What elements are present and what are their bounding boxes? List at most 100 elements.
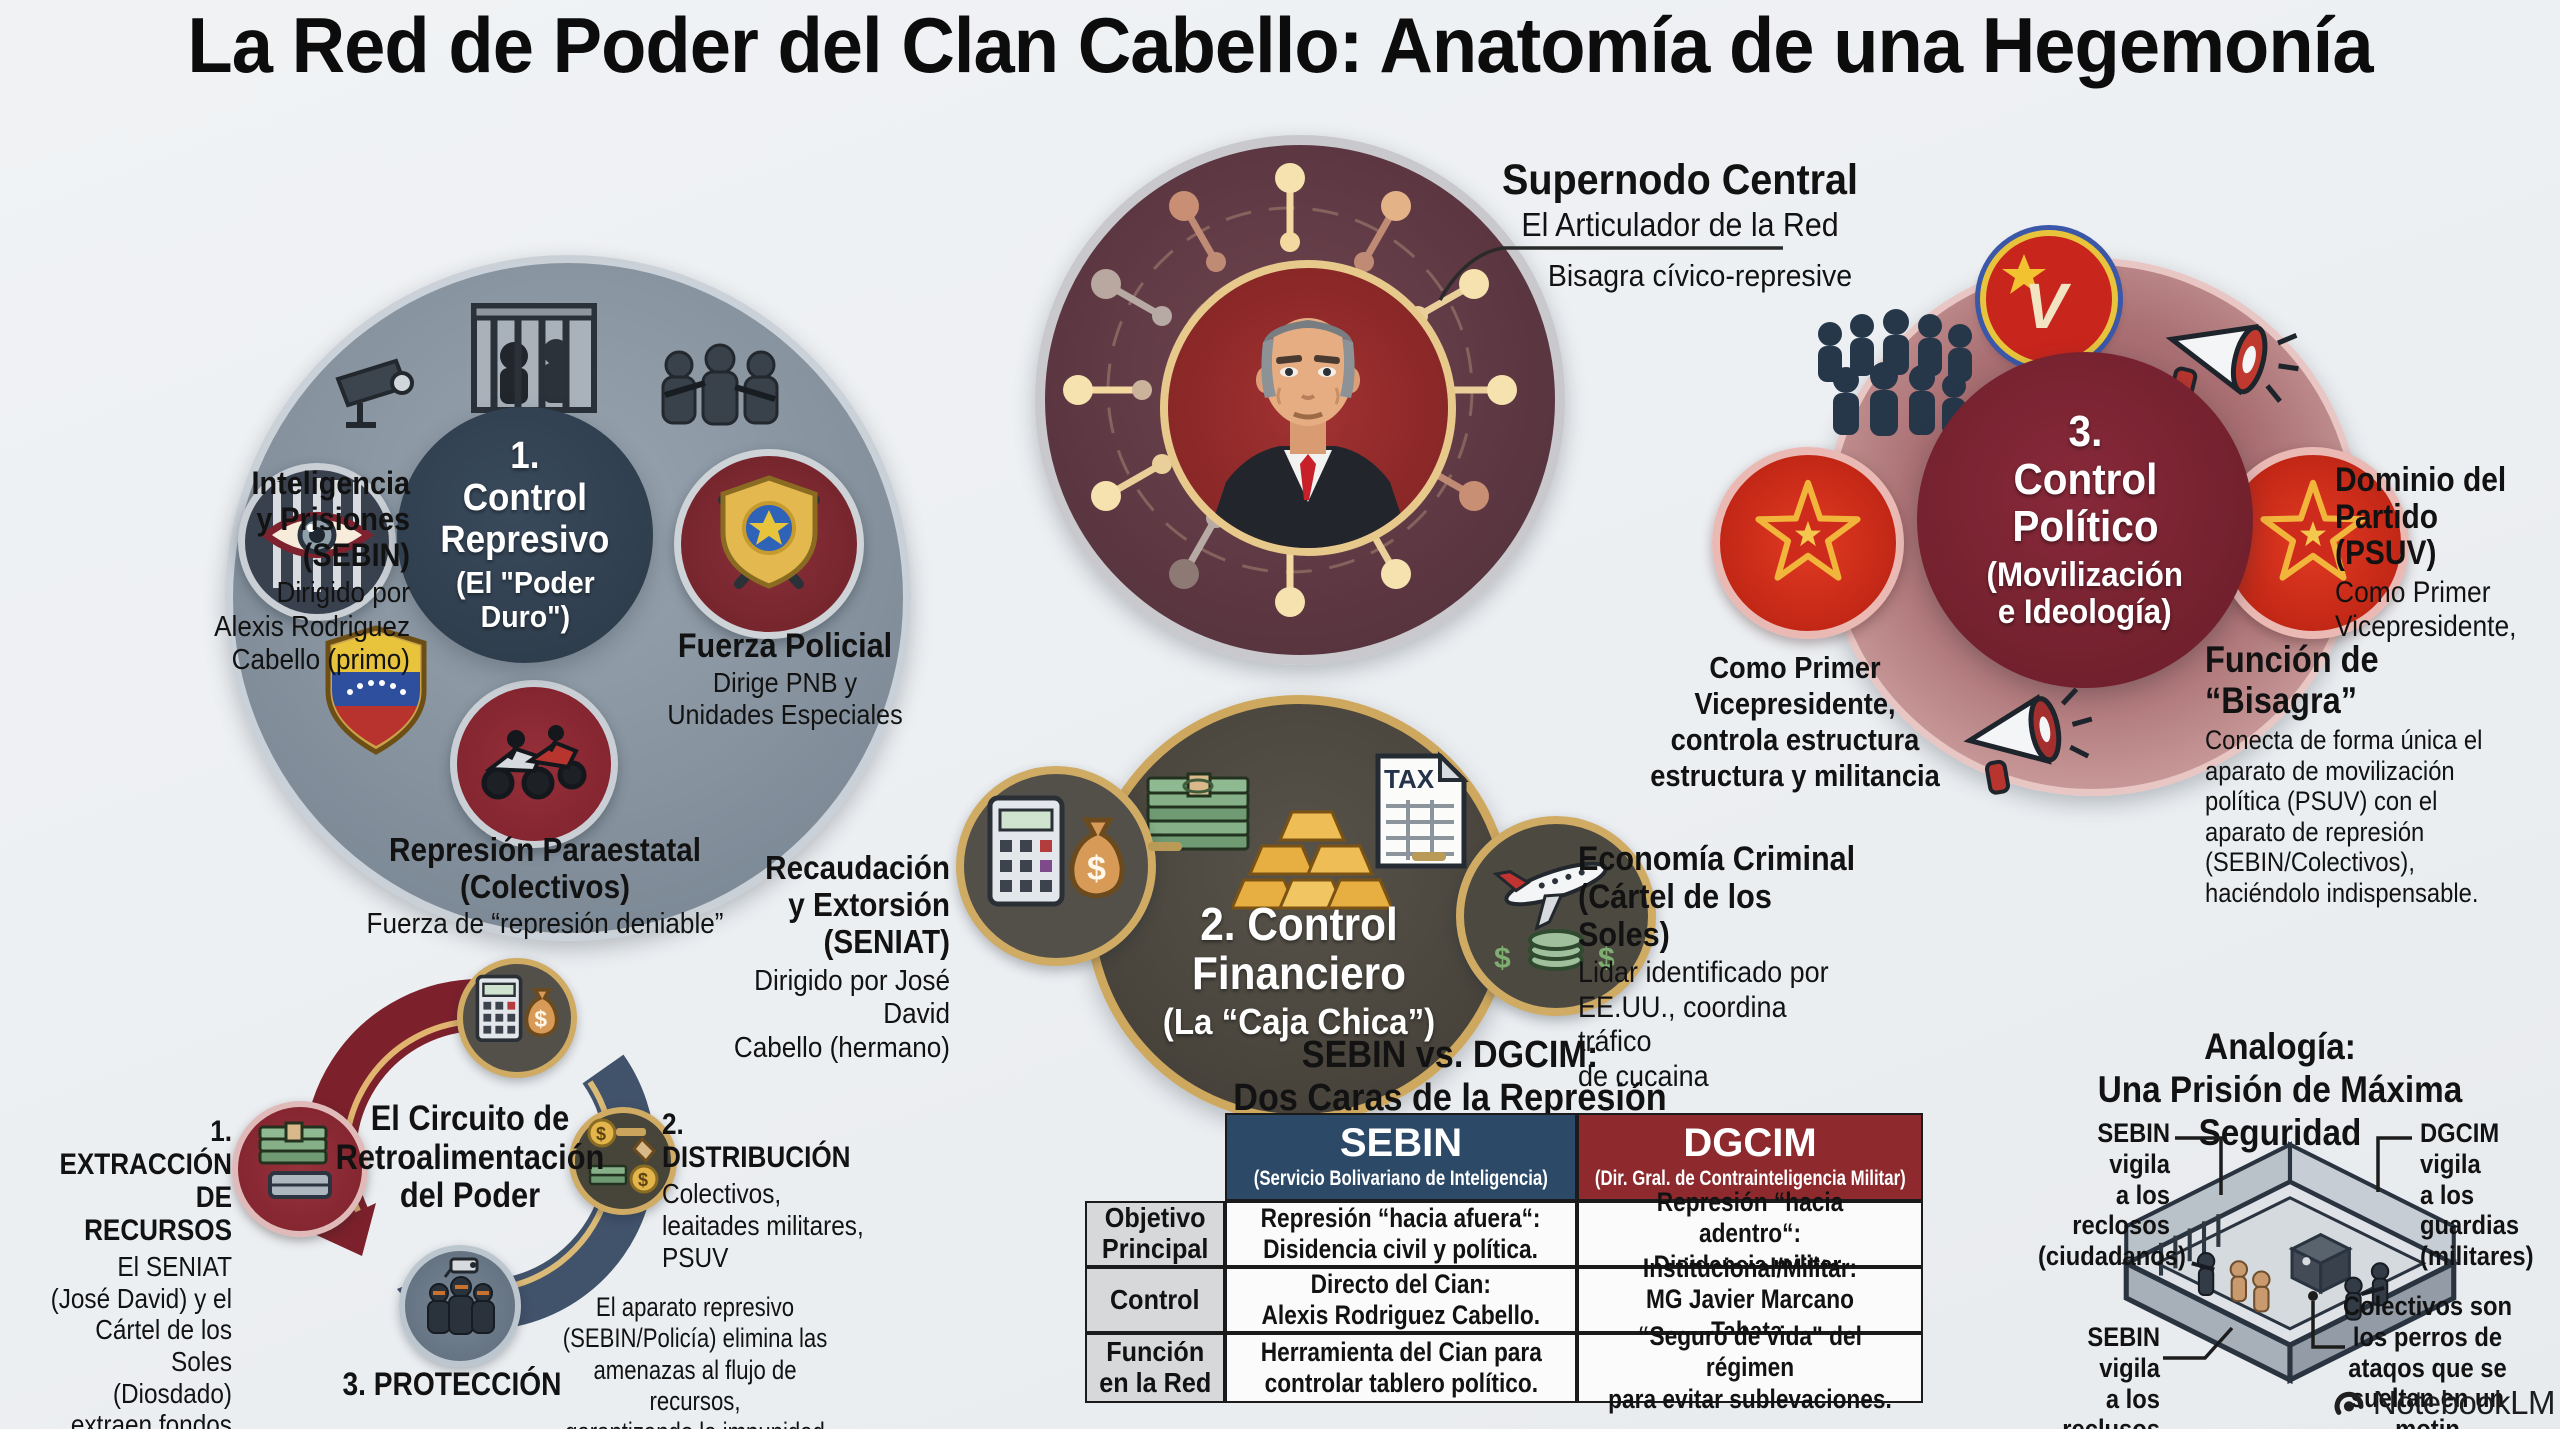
table-cell: Represión “hacia afuera“: Disidencia civ… [1225,1201,1577,1267]
row1-sebin-text: Represión “hacia afuera“: Disidencia civ… [1261,1202,1541,1264]
row1-dgcim-text: Represión “hacia adentro“: Disidencia mi… [1653,1187,1847,1280]
supernode-subtitle: El Articulador de la Red [1521,206,1839,243]
soldiers-group-icon [661,343,779,426]
cash-brick-icon [258,1121,332,1199]
analogy-label-bottom-right: Colectivos son los perros de ataqos que … [2342,1291,2512,1429]
analogy-leader-lines [2163,1136,2412,1360]
row1-label-text: Objetivo Principal [1101,1202,1209,1264]
financial-node-text: 2. Control Financiero (La “Caja Chica”) [1094,900,1504,1041]
supernode-leader-line [1438,246,1783,301]
red-star-icon [1755,479,1861,581]
dollar-glyph: $ [638,1170,648,1190]
plane-coins-icon: $ $ [1492,861,1615,975]
notebooklm-logo-icon [2334,1391,2364,1415]
psuv-label: Dominio del Partido (PSUV) Como Primer V… [2335,462,2537,643]
megaphone-bottom-icon [1963,687,2093,795]
row2-sebin-text: Directo del Cian: Alexis Rodriguez Cabel… [1261,1268,1541,1330]
prison-isometric-illustration [2120,1141,2460,1385]
repressive-node-subtitle: (El "Poder Duro") [455,564,595,634]
prison-bars [2158,1214,2221,1276]
seniat-label-text: Dirigido por José David Cabello (hermano… [733,964,950,1064]
coins-distribution-icon: $ $ [587,1118,659,1194]
dollar-glyph: $ [1494,942,1511,975]
seniat-label-bold: Recaudación y Extorsión (SENIAT) [765,849,950,960]
circuit-step2-label: 2. DISTRIBUCIÓN Colectivos, leaitades mi… [662,1108,888,1275]
megaphone-top-icon [2165,324,2299,406]
psuv-logo-icon: V [2002,254,2072,342]
venezuela-shield-icon [325,625,427,755]
intel-eye-node [238,463,396,621]
circuit-step1-bold: 1. EXTRACCIÓN DE RECURSOS [59,1115,232,1247]
circuit-step2-bold: 2. DISTRIBUCIÓN [662,1108,851,1174]
dollar-glyph: $ [1598,942,1615,975]
bisagra-label-bold: Función de “Bisagra” [2205,639,2379,721]
tax-label: TAX [1384,764,1435,794]
gold-bars-icon [1232,810,1392,910]
red-arrowhead [312,1203,376,1256]
cabello-portrait [1204,318,1412,548]
prisoner-figures [2229,1260,2271,1313]
political-below-label: Como Primer Vicepresidente, controla est… [1650,650,1940,793]
crime-label-text: Lidar identificado por EE.UU., coordina … [1578,956,1829,1093]
row3-sebin-text: Herramienta del Cian para controlar tabl… [1260,1336,1542,1398]
supernode-callout: Bisagra cívico-represive [1547,258,1853,293]
paraestatal-label-bold: Represión Paraestatal (Colectivos) [388,831,701,905]
table-cell: Institucional/Militar: MG Javier Marcano… [1577,1253,1923,1346]
financial-node-subtitle: (La “Caja Chica”) [1162,1000,1436,1042]
table-cell: Herramienta del Cian para controlar tabl… [1225,1333,1577,1403]
cartel-node: $ $ [1456,816,1656,1016]
cabello-portrait-medallion [1160,260,1456,556]
psuv-label-text: Como Primer Vicepresidente, [2335,576,2517,643]
seniat-label: Recaudación y Extorsión (SENIAT) Dirigid… [685,849,950,1065]
intel-label-text: Dirigido por Alexis Rodriguez Cabello (p… [214,577,410,676]
circuit-distribution-node: $ $ [569,1107,677,1215]
sebin-header-title: SEBIN [1339,1121,1463,1165]
camera-console [2288,1232,2353,1295]
table-row-label: Objetivo Principal [1085,1201,1225,1267]
table-header-dgcim: DGCIM (Dir. Gral. de Contrainteligencia … [1577,1113,1923,1201]
row2-dgcim-text: Institucional/Militar: MG Javier Marcano… [1642,1253,1858,1346]
circuit-step1-label: 1. EXTRACCIÓN DE RECURSOS El SENIAT (Jos… [49,1115,232,1429]
police-badge-icon [718,475,820,589]
table-row-label: Control [1085,1267,1225,1333]
circuit-extraction-node [232,1101,368,1237]
calculator-moneybag-icon: $ [987,795,1125,907]
intel-label-bold: Inteligencia y Prisiones (SEBIN) [251,465,410,573]
seniat-node: $ [956,766,1156,966]
row3-dgcim-text: “Seguro de vida" del régimen para evitar… [1608,1321,1892,1414]
repressive-node: 1. Control Represivo (El "Poder Duro") [397,407,653,663]
analogy-label-bottom-left: SEBIN vigila a los reclusos (ciudadanos) [2062,1322,2160,1429]
political-node-subtitle: (Movilización e Ideología) [1986,555,2184,632]
table-cell: Represión “hacia adentro“: Disidencia mi… [1577,1187,1923,1280]
police-label-bold: Fuerza Policial [677,627,893,665]
police-label: Fuerza Policial Dirige PNB y Unidades Es… [646,627,925,731]
psuv-logo-node: V [1980,230,2118,368]
paraestatal-label: Represión Paraestatal (Colectivos) Fuerz… [356,831,734,941]
protection-soldiers-icon [427,1257,495,1335]
bisagra-label-text: Conecta de forma única el aparato de mov… [2205,725,2483,908]
star-node-left [1712,447,1904,639]
gold-dash-left [1148,842,1182,851]
jail-bars-icon [471,303,597,413]
intel-label: Inteligencia y Prisiones (SEBIN) Dirigid… [77,465,410,677]
circuit-title: El Circuito de Retroalimentación del Pod… [335,1099,605,1215]
security-camera-icon [335,358,414,428]
dgcim-header-sub: (Dir. Gral. de Contrainteligencia Milita… [1594,1167,1906,1190]
police-badge-node [674,449,864,639]
circuit-step2-text: Colectivos, leaitades militares, PSUV [662,1178,864,1274]
circuit-protection-node [399,1245,521,1367]
circuit-step3-text: El aparato represivo (SEBIN/Policía) eli… [562,1292,828,1429]
police-label-text: Dirige PNB y Unidades Especiales [667,667,903,731]
analogy-label-top-right: DGCIM vigila a los guardias (militares) [2420,1118,2534,1272]
crime-label: Economía Criminal (Cártel de los Soles) … [1578,840,1866,1094]
sebin-header-sub: (Servicio Bolivariano de Inteligencia) [1253,1167,1549,1190]
table-header-sebin: SEBIN (Servicio Bolivariano de Inteligen… [1225,1113,1577,1201]
red-star-icon [2260,479,2366,581]
table-row-label: Función en la Red [1085,1333,1225,1403]
table-title: SEBIN vs. DGCIM: Dos Caras de la Represi… [1233,1034,1667,1119]
row2-label-text: Control [1110,1283,1200,1315]
crowd-icon [1818,309,1972,436]
circuit-step3-bold: 3. PROTECCIÓN [342,1366,562,1402]
tax-document-icon: TAX [1375,751,1469,869]
